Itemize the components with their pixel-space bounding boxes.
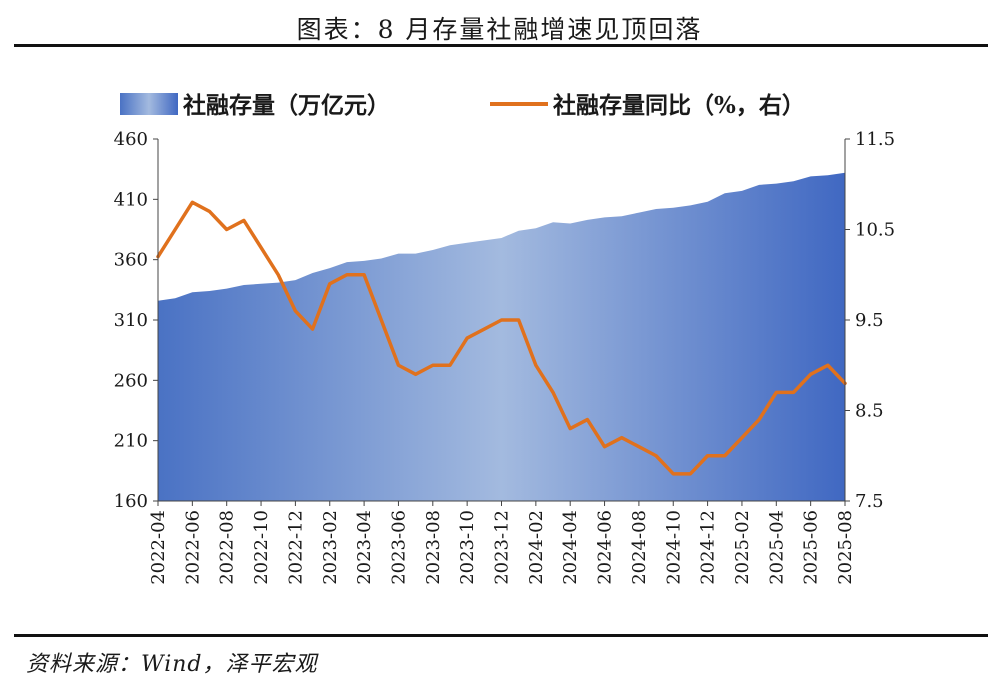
left-tick-label: 410 (114, 189, 148, 210)
x-tick-label: 2022-10 (251, 510, 272, 585)
x-tick-label: 2025-08 (835, 510, 856, 585)
x-tick-label: 2022-12 (285, 510, 306, 585)
x-tick-label: 2022-06 (182, 510, 203, 585)
source-note: 资料来源：Wind，泽平宏观 (26, 652, 318, 677)
x-tick-label: 2024-02 (526, 510, 547, 585)
right-tick-label: 9.5 (855, 310, 884, 331)
x-tick-label: 2024-12 (698, 510, 719, 585)
bottom-rule (14, 634, 988, 637)
x-tick-label: 2024-06 (595, 510, 616, 585)
x-tick-label: 2023-10 (457, 510, 478, 585)
x-tick-label: 2023-02 (320, 510, 341, 585)
x-tick-label: 2024-10 (663, 510, 684, 585)
left-tick-label: 310 (114, 310, 148, 331)
left-tick-label: 360 (114, 250, 148, 271)
legend: 社融存量（万亿元） 社融存量同比（%，右） (120, 92, 805, 119)
legend-area-swatch (120, 93, 178, 115)
x-tick-label: 2023-12 (492, 510, 513, 585)
x-tick-label: 2024-04 (560, 510, 581, 585)
x-tick-label: 2023-04 (354, 510, 375, 585)
right-tick-label: 10.5 (855, 220, 895, 241)
x-tick-label: 2025-04 (766, 510, 787, 585)
x-tick-label: 2023-08 (423, 510, 444, 585)
x-tick-label: 2025-02 (732, 510, 753, 585)
x-tick-label: 2023-06 (388, 510, 409, 585)
x-tick-label: 2024-08 (629, 510, 650, 585)
chart-title: 图表：8 月存量社融增速见顶回落 (296, 15, 703, 44)
right-tick-label: 11.5 (855, 129, 895, 150)
x-tick-label: 2025-06 (801, 510, 822, 585)
x-tick-label: 2022-08 (217, 510, 238, 585)
left-tick-label: 260 (114, 370, 148, 391)
legend-line-label: 社融存量同比（%，右） (553, 92, 805, 119)
left-tick-label: 460 (114, 129, 148, 150)
line-series-yoy (156, 200, 847, 476)
right-tick-label: 7.5 (855, 491, 884, 512)
x-tick-label: 2022-04 (148, 510, 169, 585)
plot-area: 46041036031026021016011.510.59.58.57.520… (114, 129, 895, 585)
top-rule (14, 44, 988, 47)
right-tick-label: 8.5 (855, 401, 884, 422)
area-series-stock (158, 172, 845, 502)
left-tick-label: 160 (114, 491, 148, 512)
chart: 社融存量（万亿元） 社融存量同比（%，右） 460 410 360 310 260 210… (114, 92, 895, 585)
left-tick-label: 210 (114, 431, 148, 452)
legend-area-label: 社融存量（万亿元） (183, 92, 390, 119)
